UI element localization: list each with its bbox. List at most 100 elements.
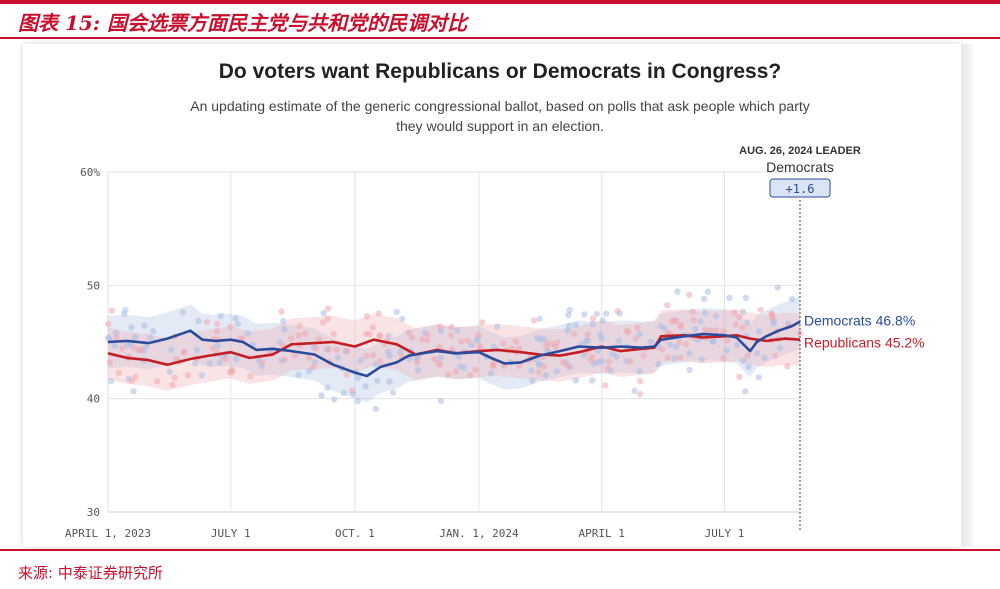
republicans-poll-dot: [564, 362, 571, 370]
democrats-poll-dot: [320, 309, 327, 317]
republicans-poll-dot: [115, 369, 123, 376]
republicans-poll-dot: [614, 307, 621, 315]
democrats-poll-dot: [128, 324, 135, 331]
republicans-poll-dot: [720, 328, 727, 335]
democrats-poll-dot: [141, 322, 148, 329]
democrats-poll-dot: [537, 336, 544, 343]
democrats-poll-dot: [672, 343, 679, 351]
republicans-poll-dot: [413, 359, 421, 366]
republicans-poll-dot: [376, 333, 383, 340]
democrats-poll-dot: [397, 348, 404, 356]
republicans-poll-dot: [408, 334, 416, 341]
republicans-poll-dot: [771, 352, 779, 359]
democrats-poll-dot: [671, 354, 678, 362]
republicans-poll-dot: [106, 359, 114, 366]
gridlines: [107, 171, 800, 513]
republicans-poll-dot: [105, 320, 112, 328]
leader-annotation: AUG. 26, 2024 LEADER Democrats +1.6: [739, 145, 861, 530]
democrats-poll-dot: [661, 325, 668, 332]
democrats-poll-dot: [553, 368, 560, 375]
republicans-poll-dot: [712, 327, 720, 334]
democrats-poll-dot: [414, 367, 422, 374]
democrats-poll-dot: [636, 331, 643, 338]
republicans-poll-dot: [784, 363, 791, 370]
republicans-poll-dot: [375, 310, 382, 317]
republicans-poll-dot: [296, 322, 303, 330]
republicans-poll-dot: [319, 319, 327, 326]
republicans-poll-dot: [113, 334, 120, 341]
democrats-poll-dot: [318, 392, 325, 399]
democrats-poll-dot: [692, 326, 699, 333]
republicans-poll-dot: [214, 320, 221, 328]
republicans-poll-dot: [702, 326, 709, 333]
republicans-poll-dot: [535, 368, 542, 376]
democrats-poll-dot: [198, 372, 205, 379]
republicans-poll-dot: [632, 335, 639, 342]
republicans-poll-dot: [295, 332, 302, 339]
republicans-poll-dot: [637, 377, 644, 385]
republicans-poll-dot: [452, 368, 459, 375]
poll-dots: [104, 284, 804, 412]
democrats-poll-dot: [698, 356, 706, 363]
republicans-poll-dot: [677, 323, 685, 331]
republicans-poll-dot: [227, 323, 234, 331]
republicans-poll-dot: [239, 335, 246, 342]
democrats-poll-dot: [232, 315, 239, 322]
republicans-poll-dot: [464, 337, 471, 344]
end-labels: Democrats 46.8% Republicans 45.2%: [804, 313, 925, 351]
republicans-poll-dot: [689, 308, 696, 316]
series-lines: [107, 320, 801, 378]
footer-red-rule: [0, 549, 1000, 551]
republicans-poll-dot: [137, 346, 145, 353]
democrats-poll-dot: [744, 319, 751, 326]
democrats-poll-dot: [740, 357, 747, 364]
democrats-poll-dot: [305, 367, 313, 375]
republicans-poll-dot: [132, 373, 139, 381]
republicans-poll-dot: [222, 355, 229, 363]
republicans-poll-dot: [604, 365, 611, 372]
democrats-poll-dot: [124, 342, 131, 349]
democrats-poll-dot: [774, 284, 781, 291]
chart-title: Do voters want Republicans or Democrats …: [218, 60, 782, 83]
republicans-poll-dot: [333, 346, 340, 354]
democrats-poll-dot: [686, 366, 693, 374]
democrats-poll-dot: [589, 377, 596, 384]
republicans-poll-dot: [376, 358, 384, 365]
democrats-poll-dot: [111, 342, 118, 349]
democrats-poll-dot: [362, 383, 369, 390]
republicans-poll-dot: [448, 323, 455, 331]
republicans-poll-dot: [369, 352, 377, 359]
democrats-poll-dot: [726, 294, 733, 302]
leader-heading: AUG. 26, 2024 LEADER: [739, 145, 861, 157]
republicans-poll-dot: [436, 361, 443, 368]
republicans-poll-dot: [369, 324, 376, 331]
democrats-poll-dot: [468, 341, 475, 348]
democrats-poll-dot: [770, 320, 777, 327]
democrats-poll-dot: [372, 405, 379, 412]
democrats-poll-dot: [739, 308, 747, 315]
republicans-poll-dot: [184, 372, 192, 379]
democrats-poll-dot: [191, 360, 199, 367]
democrats-poll-dot: [195, 317, 202, 325]
democrats-poll-dot: [217, 312, 224, 320]
republicans-poll-dot: [677, 354, 684, 361]
republicans-poll-dot: [627, 357, 634, 365]
democrats-poll-dot: [713, 313, 720, 320]
democrats-poll-dot: [168, 346, 175, 354]
democrats-poll-dot: [130, 388, 137, 395]
republicans-poll-dot: [330, 330, 337, 338]
democrats-poll-dot: [131, 333, 139, 341]
republicans-poll-dot: [515, 345, 523, 352]
democrats-poll-dot: [723, 347, 730, 354]
republicans-poll-dot: [344, 347, 351, 355]
republicans-poll-dot: [108, 307, 116, 314]
democrats-poll-dot: [280, 317, 287, 325]
democrats-poll-dot: [398, 315, 406, 323]
republicans-poll-dot: [363, 352, 370, 359]
republicans-poll-dot: [214, 328, 221, 335]
republicans-poll-dot: [707, 327, 714, 334]
democrats-poll-dot: [615, 337, 622, 344]
republicans-poll-dot: [730, 309, 738, 316]
democrats-poll-dot: [281, 326, 288, 333]
